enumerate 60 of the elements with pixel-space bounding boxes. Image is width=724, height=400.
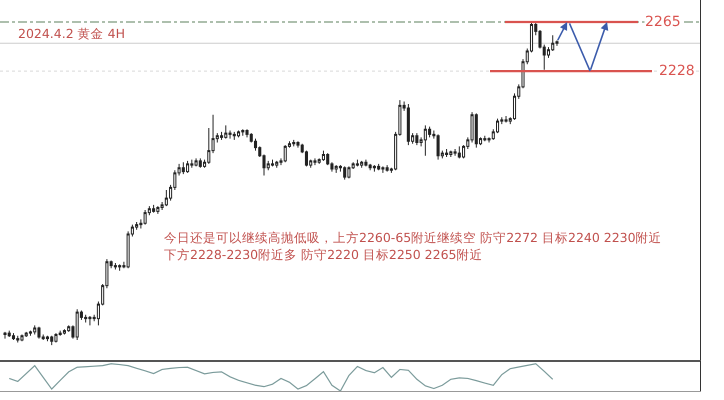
candlestick bbox=[284, 144, 287, 163]
annotation: 2228 bbox=[659, 63, 695, 79]
candlestick bbox=[37, 326, 41, 340]
candlestick bbox=[368, 163, 372, 171]
candlestick bbox=[504, 116, 508, 123]
annotation: 下方2228-2230附近多 防守2220 目标2250 2265附近 bbox=[164, 247, 482, 262]
annotation: 2265 bbox=[645, 14, 681, 30]
candlestick bbox=[270, 159, 274, 167]
candlestick bbox=[313, 158, 316, 166]
chart-title: 2024.4.2 黄金 4H bbox=[18, 26, 125, 41]
candlestick bbox=[12, 332, 16, 340]
candlestick bbox=[445, 148, 448, 158]
candlestick bbox=[322, 150, 325, 162]
candlestick bbox=[84, 314, 88, 324]
candlestick bbox=[356, 159, 359, 167]
candlestick bbox=[198, 158, 202, 168]
candlestick bbox=[454, 148, 457, 156]
candlestick bbox=[24, 331, 28, 338]
candlestick bbox=[347, 166, 350, 179]
candlestick bbox=[458, 146, 461, 159]
candlestick bbox=[372, 164, 376, 172]
candlestick bbox=[54, 332, 58, 344]
candlestick bbox=[360, 160, 364, 168]
candlestick bbox=[236, 130, 240, 138]
candlestick bbox=[194, 158, 198, 167]
candlestick bbox=[424, 124, 427, 156]
candlestick bbox=[118, 264, 122, 272]
candlestick bbox=[415, 132, 418, 146]
candlestick bbox=[483, 135, 486, 142]
candlestick bbox=[33, 324, 36, 335]
candlestick bbox=[186, 160, 190, 174]
candlestick bbox=[474, 112, 478, 148]
candlestick bbox=[449, 150, 452, 158]
candlestick bbox=[232, 131, 236, 140]
candlestick bbox=[406, 104, 410, 146]
candlestick bbox=[76, 308, 79, 340]
candlestick bbox=[377, 163, 380, 171]
candlestick bbox=[8, 330, 11, 338]
candlestick bbox=[386, 164, 389, 172]
candlestick bbox=[114, 262, 117, 270]
candlestick bbox=[364, 159, 368, 167]
candlestick bbox=[144, 210, 147, 226]
candlestick bbox=[381, 166, 384, 174]
candlestick bbox=[152, 204, 156, 214]
candlestick bbox=[62, 328, 66, 335]
candlestick bbox=[292, 139, 296, 147]
candlestick bbox=[3, 331, 7, 340]
candlestick bbox=[182, 162, 185, 175]
candlestick bbox=[241, 128, 244, 136]
annotation: 今日还是可以继续高抛低吸，上方2260-65附近继续空 防守2272 目标2240 2230附近 bbox=[164, 230, 662, 245]
candlestick bbox=[334, 164, 338, 174]
candlestick bbox=[343, 166, 346, 180]
candlestick bbox=[224, 124, 228, 140]
candlestick bbox=[88, 316, 92, 326]
candlestick bbox=[436, 134, 440, 160]
candlestick bbox=[156, 206, 160, 214]
candlestick bbox=[20, 334, 24, 342]
candlestick bbox=[50, 335, 54, 346]
candlestick bbox=[16, 335, 20, 344]
candlestick bbox=[275, 160, 278, 168]
